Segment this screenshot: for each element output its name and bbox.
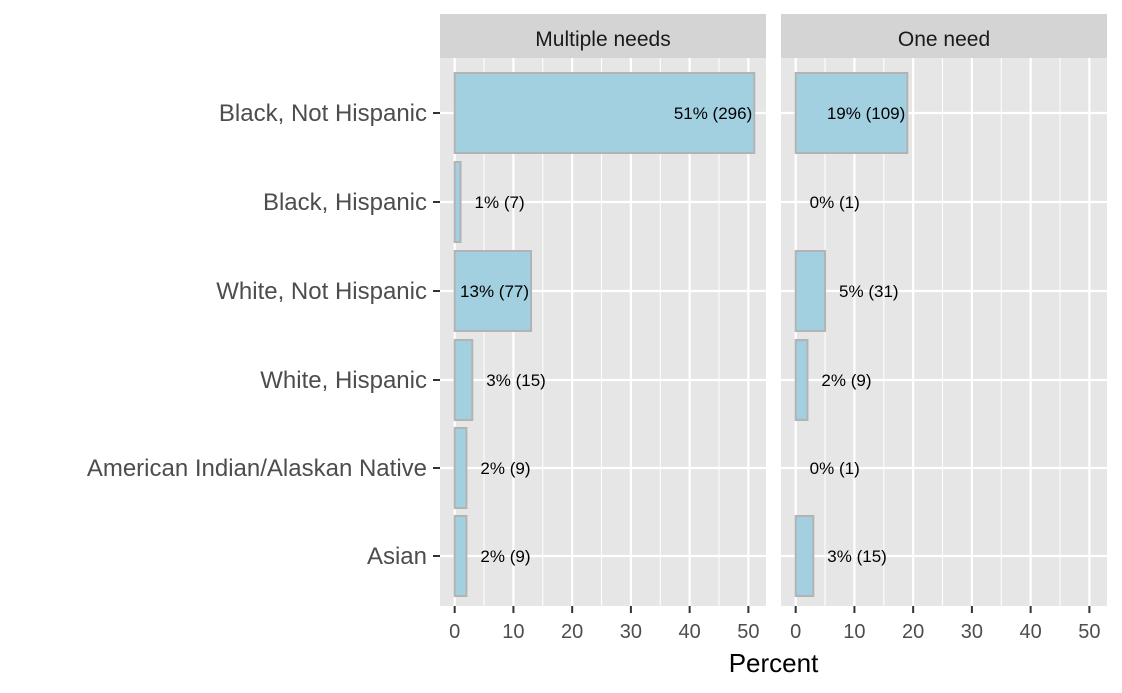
bar: [453, 515, 468, 597]
category-label: Asian: [367, 543, 427, 570]
category-label: White, Not Hispanic: [216, 278, 427, 305]
x-tick-label: 10: [843, 621, 865, 643]
x-tick-label: 20: [902, 621, 924, 643]
x-tick-label: 0: [790, 621, 801, 643]
facet-strip: [440, 14, 766, 58]
facet-strip: [781, 14, 1107, 58]
data-label: 51% (296): [674, 104, 752, 123]
bar: [453, 72, 756, 154]
facet-title: One need: [898, 28, 990, 51]
bar: [453, 339, 474, 421]
x-tick-label: 40: [679, 621, 701, 643]
data-label: 2% (9): [480, 547, 530, 566]
data-label: 2% (9): [821, 371, 871, 390]
bar: [794, 250, 827, 332]
category-label: Black, Hispanic: [263, 189, 427, 216]
x-axis-title: Percent: [729, 648, 819, 678]
category-label: American Indian/Alaskan Native: [87, 455, 427, 482]
x-tick-label: 50: [1078, 621, 1100, 643]
facet-title: Multiple needs: [535, 28, 670, 51]
category-label: Black, Not Hispanic: [219, 100, 427, 127]
bar: [453, 250, 533, 332]
data-label: 13% (77): [460, 282, 529, 301]
bar: [794, 72, 909, 154]
bar: [794, 515, 815, 597]
data-label: 3% (15): [827, 547, 887, 566]
x-tick-label: 40: [1020, 621, 1042, 643]
bar: [453, 427, 468, 509]
x-tick-label: 30: [620, 621, 642, 643]
data-label: 1% (7): [475, 193, 525, 212]
category-label: White, Hispanic: [260, 367, 427, 394]
data-label: 2% (9): [480, 459, 530, 478]
data-label: 3% (15): [486, 371, 546, 390]
x-tick-label: 30: [961, 621, 983, 643]
data-label: 0% (1): [810, 193, 860, 212]
bar: [794, 339, 809, 421]
data-label: 0% (1): [810, 459, 860, 478]
x-tick-label: 50: [737, 621, 759, 643]
bar: [453, 161, 462, 243]
data-label: 19% (109): [827, 104, 905, 123]
x-tick-label: 10: [502, 621, 524, 643]
x-tick-label: 20: [561, 621, 583, 643]
data-label: 5% (31): [839, 282, 899, 301]
x-tick-label: 0: [449, 621, 460, 643]
